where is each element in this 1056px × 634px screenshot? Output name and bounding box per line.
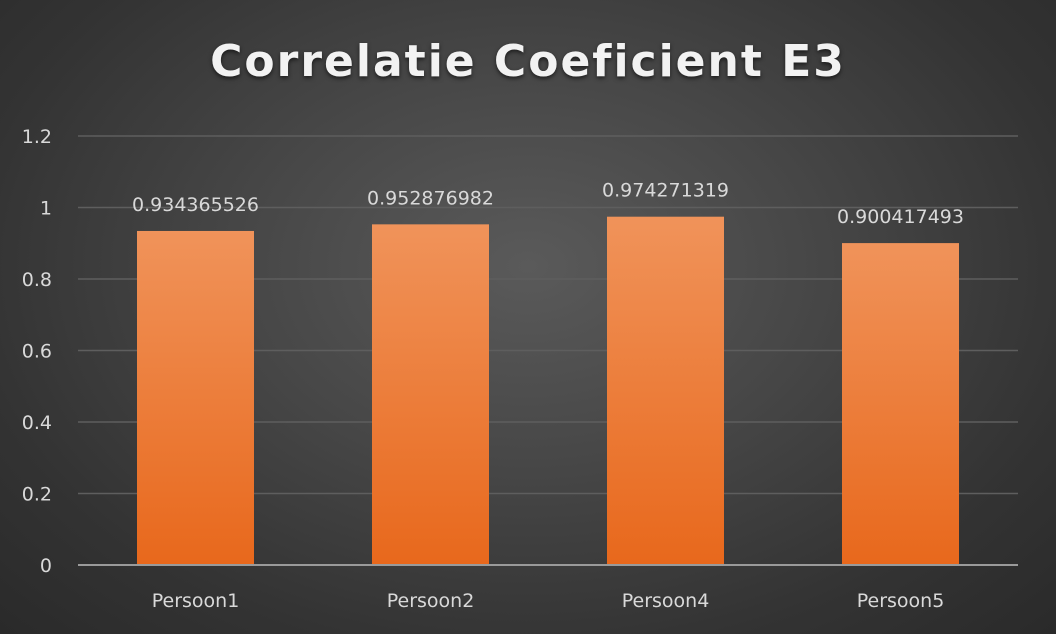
y-tick-label: 0.6 [22,341,52,363]
y-tick-label: 0.8 [22,269,52,291]
bar-persoon2 [372,224,489,565]
data-label: 0.974271319 [602,180,729,202]
bar-persoon5 [842,243,959,565]
data-label: 0.900417493 [837,206,964,228]
data-label: 0.952876982 [367,187,494,209]
y-tick-label: 0.4 [22,412,52,434]
bar-persoon1 [137,230,254,565]
labels: 0 0.2 0.4 0.6 0.8 1 1.2 0.934365526 Persoon1 0.95… [22,126,964,612]
chart-title: Correlatie Coeficient E3 [210,36,846,87]
x-category-label: Persoon1 [152,590,240,612]
x-category-label: Persoon2 [387,590,475,612]
bar-persoon4 [607,216,724,565]
y-tick-label: 1 [40,198,52,220]
y-tick-label: 1.2 [22,126,52,148]
bars [137,216,959,565]
y-tick-label: 0.2 [22,484,52,506]
x-category-label: Persoon5 [857,590,945,612]
data-label: 0.934365526 [132,194,259,216]
y-tick-label: 0 [40,555,52,577]
x-category-label: Persoon4 [622,590,710,612]
